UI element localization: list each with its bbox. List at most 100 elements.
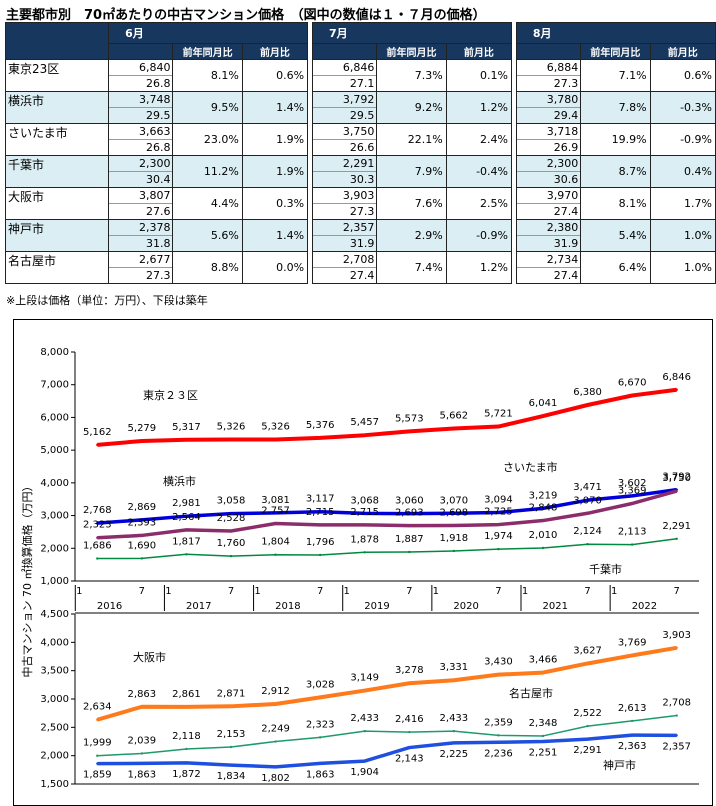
data-label: 3,058 [217, 496, 246, 507]
mom-value: 1.4% [241, 91, 309, 124]
data-label: 5,326 [217, 421, 246, 432]
data-label: 1,686 [83, 541, 112, 552]
city-name: 横浜市 [4, 91, 110, 124]
mom-value: 1.9% [241, 123, 309, 156]
data-point [586, 724, 589, 728]
age-value: 31.9 [553, 237, 579, 250]
mom-value: 1.2% [445, 251, 513, 284]
data-label: 6,846 [662, 372, 691, 383]
data-label: 1,878 [350, 534, 379, 545]
data-label: 2,118 [172, 731, 201, 742]
mom-value: 0.1% [445, 59, 513, 92]
data-point [274, 765, 277, 769]
y-tick-label: 3,500 [40, 666, 69, 677]
data-point [675, 646, 678, 650]
age-value: 26.8 [145, 77, 171, 90]
data-label: 2,416 [395, 714, 424, 725]
data-label: 1,872 [172, 769, 201, 780]
data-point [452, 524, 456, 527]
data-point [497, 425, 500, 428]
mom-value: 0.0% [241, 251, 309, 284]
x-tick-label: 1 [611, 586, 617, 597]
data-point [497, 523, 500, 526]
month-header: 8月 [515, 22, 716, 44]
yoy-value: 8.1% [580, 187, 651, 220]
data-point [140, 439, 144, 443]
data-label: 3,094 [484, 494, 513, 505]
data-point [497, 734, 500, 737]
y-tick-label: 4,000 [40, 637, 69, 648]
data-point [363, 759, 366, 763]
data-point [586, 662, 589, 665]
data-label: 2,225 [440, 749, 469, 760]
year-label: 2020 [453, 601, 478, 612]
mom-value: 0.4% [649, 155, 716, 188]
data-label: 1,887 [395, 534, 424, 545]
data-point [675, 537, 678, 540]
yoy-value: 8.1% [172, 59, 243, 92]
age-value: 31.8 [145, 237, 171, 250]
data-label: 6,670 [618, 378, 647, 389]
x-tick-label: 1 [344, 586, 350, 597]
mom-value: 1.4% [241, 219, 309, 252]
yoy-value: 22.1% [376, 123, 447, 156]
data-label: 2,708 [662, 698, 691, 709]
data-point [274, 438, 277, 441]
data-point [586, 543, 589, 546]
data-point [96, 754, 99, 757]
data-label: 2,725 [484, 507, 513, 518]
data-label: 1,760 [217, 538, 246, 549]
price-value: 6,846 [312, 60, 377, 76]
data-label: 2,848 [529, 503, 558, 514]
data-point [408, 524, 411, 527]
data-label: 2,236 [484, 748, 513, 759]
age-value: 27.3 [553, 77, 579, 90]
yoy-value: 4.4% [172, 187, 243, 220]
yoy-value: 6.4% [580, 251, 651, 284]
data-label: 1,863 [306, 769, 335, 780]
city-name: 千葉市 [4, 155, 110, 188]
data-point [229, 763, 233, 767]
data-label: 1,796 [306, 537, 335, 548]
x-tick-label: 7 [228, 586, 234, 597]
data-point [541, 519, 545, 522]
data-point [363, 523, 366, 527]
data-label: 3,769 [618, 637, 647, 648]
price-table: 6月 7月 8月 前年同月比 前月比 前年同月比 前月比 前年同月比 前月比 東… [4, 22, 716, 284]
data-point [541, 414, 545, 418]
data-label: 2,564 [172, 512, 201, 523]
month-header: 7月 [311, 22, 513, 44]
data-label: 2,698 [440, 507, 469, 518]
data-point [452, 549, 456, 553]
city-name: さいたま市 [4, 123, 110, 156]
data-point [630, 502, 634, 505]
data-label: 3,117 [306, 494, 335, 505]
data-point [96, 557, 99, 560]
price-value: 3,807 [109, 188, 173, 204]
data-label: 3,331 [440, 662, 469, 673]
y-tick-label: 1,500 [40, 779, 69, 790]
data-point [408, 430, 411, 433]
corner-header [4, 22, 110, 60]
data-point [363, 729, 366, 733]
data-point [318, 436, 322, 440]
data-label: 2,153 [217, 729, 246, 740]
mom-header: 前月比 [649, 43, 716, 60]
data-point [408, 682, 411, 685]
y-tick-label: 3,000 [40, 694, 69, 705]
data-label: 3,278 [395, 665, 424, 676]
data-label: 5,317 [172, 422, 201, 433]
series-name-label: 千葉市 [589, 562, 622, 576]
yoy-value: 5.4% [580, 219, 651, 252]
data-label: 2,912 [261, 686, 290, 697]
data-label: 2,528 [217, 513, 246, 524]
price-value: 2,380 [516, 220, 581, 236]
price-value: 3,748 [109, 92, 173, 108]
data-label: 1,834 [217, 771, 246, 782]
series-line [97, 387, 677, 447]
table-row: 千葉市 2,300 30.4 11.2% 1.9% 2,291 30.3 7.9% -0.4% 2… [4, 155, 716, 188]
data-label: 2,768 [83, 505, 112, 516]
price-value: 3,780 [516, 92, 581, 108]
x-tick-label: 7 [139, 586, 145, 597]
data-point [96, 521, 99, 525]
